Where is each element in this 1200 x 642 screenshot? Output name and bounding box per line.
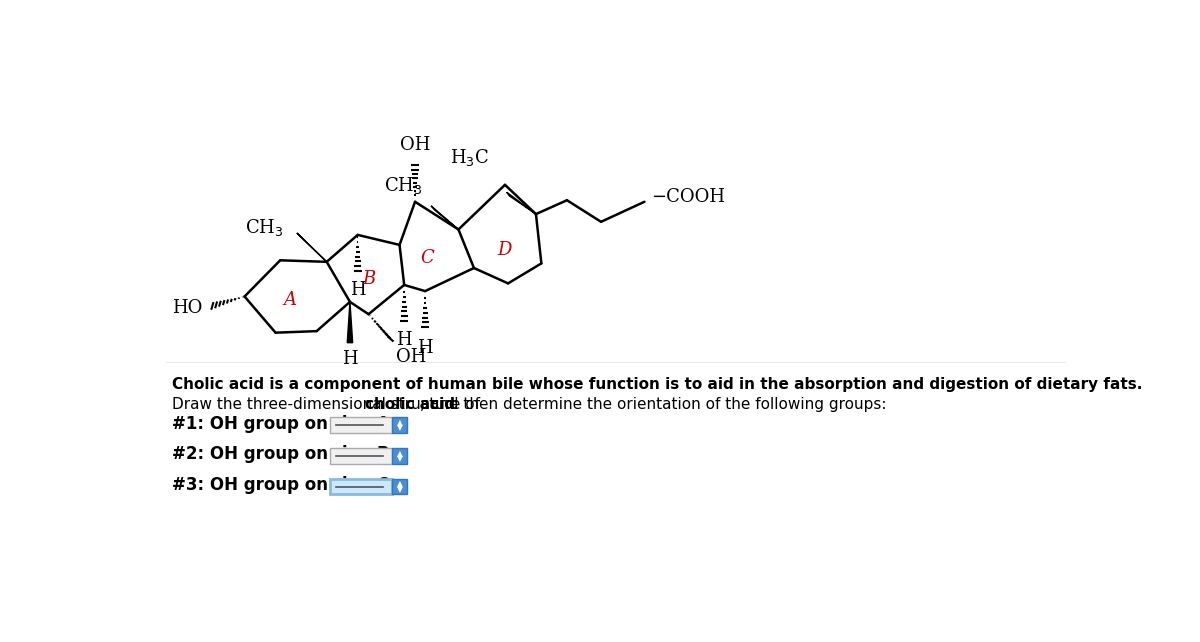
Text: −COOH: −COOH [650,188,725,206]
Text: #3: OH group on ring C: #3: OH group on ring C [172,476,389,494]
Text: C: C [420,249,434,267]
Polygon shape [506,192,536,214]
FancyBboxPatch shape [391,448,407,464]
Text: ▼: ▼ [397,423,402,432]
Text: Draw the three-dimensional structure of: Draw the three-dimensional structure of [172,397,485,412]
FancyBboxPatch shape [330,448,391,464]
Text: ▲: ▲ [397,449,402,458]
Text: OH: OH [396,348,427,366]
Text: OH: OH [400,136,431,154]
FancyBboxPatch shape [330,479,391,494]
Text: ▼: ▼ [397,485,402,494]
Text: H$_3$C: H$_3$C [450,147,490,168]
Text: CH$_3$: CH$_3$ [384,175,422,196]
Text: H: H [396,331,412,349]
Text: B: B [362,270,376,288]
Text: H: H [342,351,358,369]
Text: D: D [498,241,512,259]
Text: ▲: ▲ [397,480,402,489]
Polygon shape [347,302,353,343]
Polygon shape [431,206,458,229]
FancyBboxPatch shape [330,417,391,433]
Text: #1: OH group on ring A: #1: OH group on ring A [172,415,390,433]
Text: ▲: ▲ [397,418,402,427]
Text: HO: HO [173,299,203,317]
Text: , and then determine the orientation of the following groups:: , and then determine the orientation of … [420,397,886,412]
Text: CH$_3$: CH$_3$ [245,217,283,238]
Text: H: H [350,281,366,299]
Text: H: H [418,339,433,357]
Text: Cholic acid is a component of human bile whose function is to aid in the absorpt: Cholic acid is a component of human bile… [172,377,1142,392]
Text: cholic acid: cholic acid [366,397,456,412]
FancyBboxPatch shape [391,417,407,433]
Text: ▼: ▼ [397,454,402,463]
FancyBboxPatch shape [391,479,407,494]
Text: A: A [283,291,296,309]
Polygon shape [296,233,326,262]
Text: #2: OH group on ring B: #2: OH group on ring B [172,446,389,464]
